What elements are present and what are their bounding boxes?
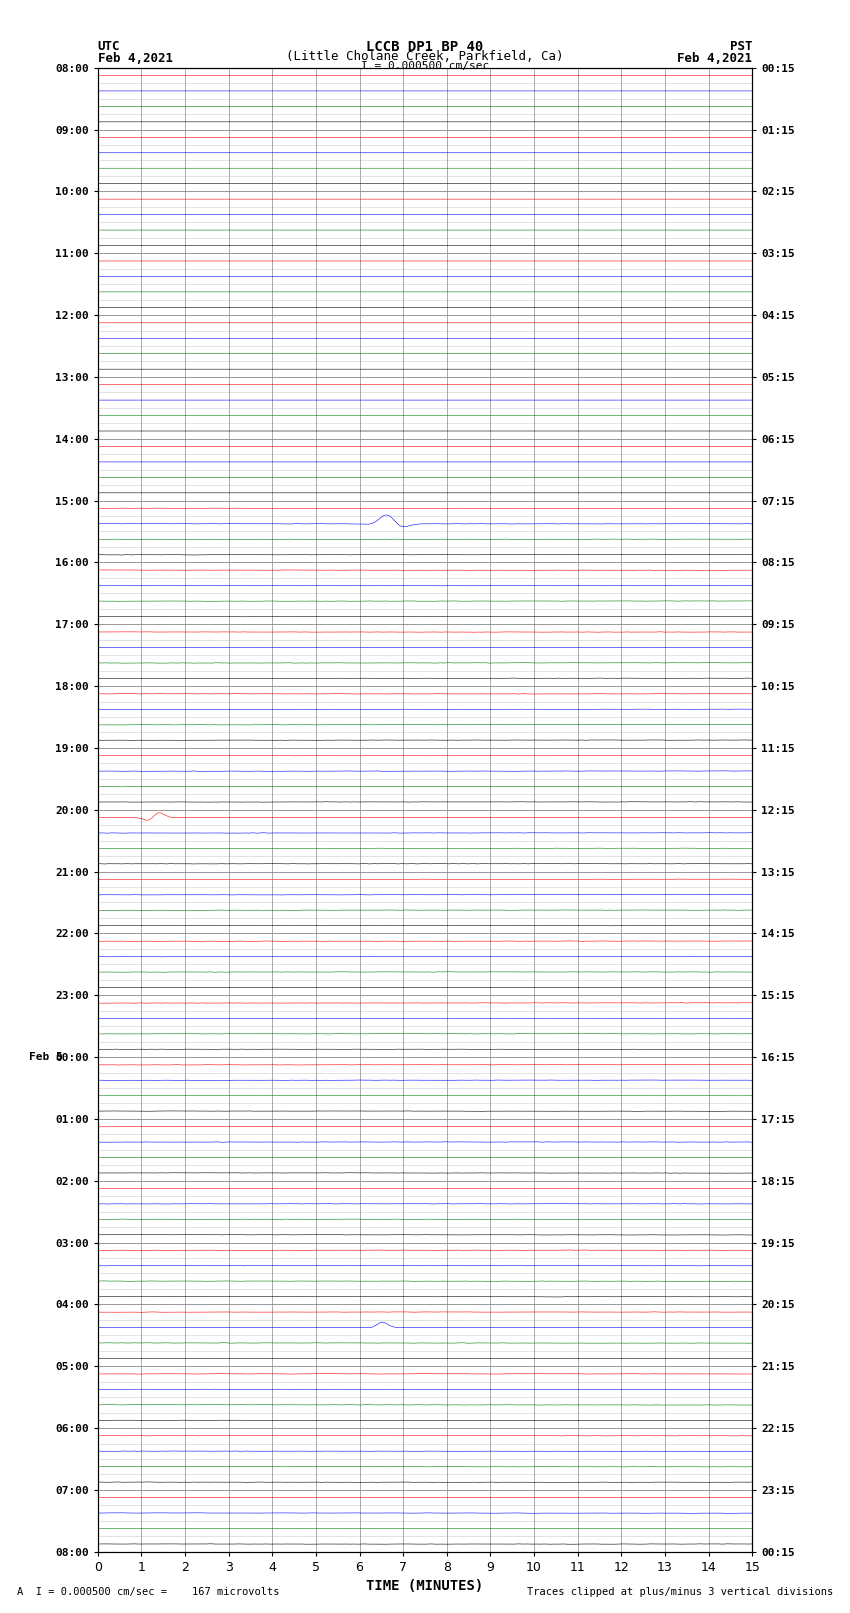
Text: A  I = 0.000500 cm/sec =    167 microvolts: A I = 0.000500 cm/sec = 167 microvolts [17, 1587, 280, 1597]
Text: Feb 5: Feb 5 [29, 1052, 63, 1061]
Text: PST: PST [730, 40, 752, 53]
X-axis label: TIME (MINUTES): TIME (MINUTES) [366, 1579, 484, 1594]
Text: UTC: UTC [98, 40, 120, 53]
Text: LCCB DP1 BP 40: LCCB DP1 BP 40 [366, 40, 484, 55]
Text: (Little Cholane Creek, Parkfield, Ca): (Little Cholane Creek, Parkfield, Ca) [286, 50, 564, 63]
Text: Feb 4,2021: Feb 4,2021 [98, 52, 173, 65]
Text: Traces clipped at plus/minus 3 vertical divisions: Traces clipped at plus/minus 3 vertical … [527, 1587, 833, 1597]
Text: Feb 4,2021: Feb 4,2021 [677, 52, 752, 65]
Text: I = 0.000500 cm/sec: I = 0.000500 cm/sec [361, 61, 489, 71]
